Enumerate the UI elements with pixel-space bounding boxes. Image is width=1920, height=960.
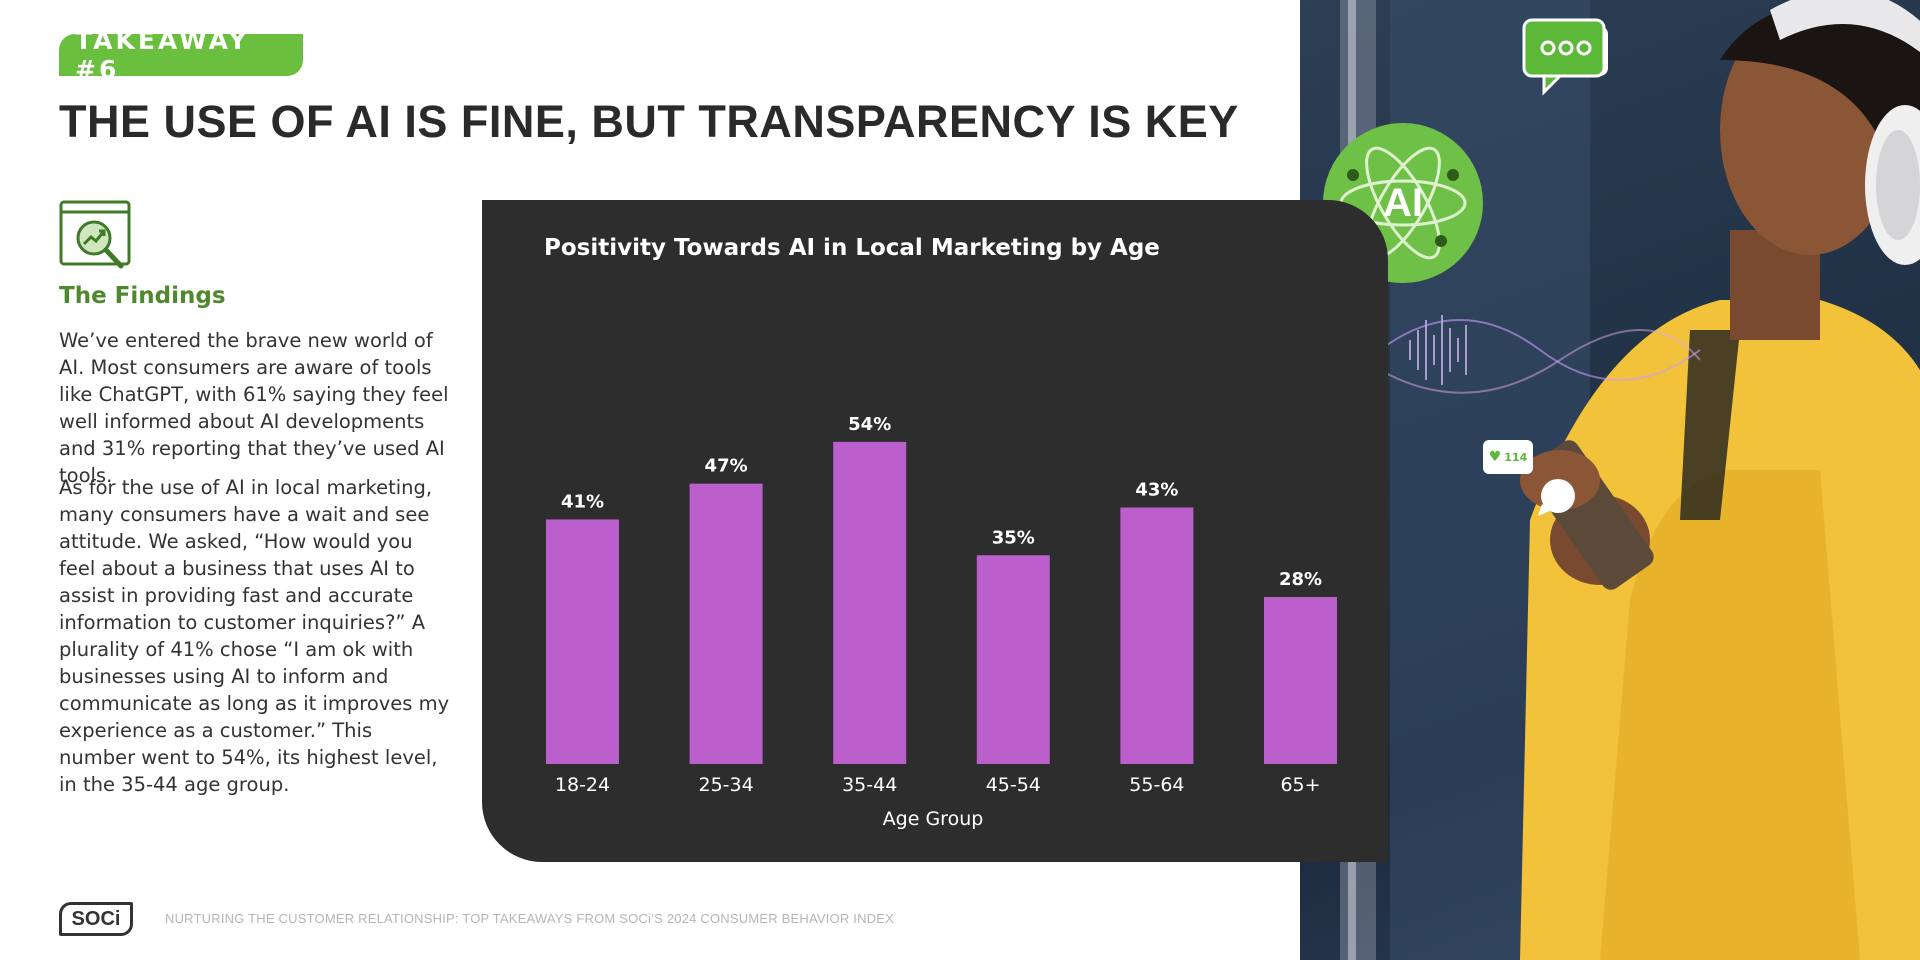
data-label-18-24: 41% (561, 491, 604, 512)
heart-like-icon: ♥ 114 (1483, 440, 1533, 474)
data-label-45-54: 35% (992, 527, 1035, 548)
bar-25-34 (689, 483, 763, 764)
hero-photo: AI ♥ 114 (1300, 0, 1920, 960)
like-count: 114 (1504, 450, 1528, 464)
chat-bubble-icon (1522, 18, 1614, 110)
chart-title: Positivity Towards AI in Local Marketing… (544, 235, 1160, 261)
bar-18-24 (546, 519, 619, 764)
findings-title: The Findings (59, 283, 226, 309)
ai-badge-label: AI (1383, 180, 1423, 225)
data-label-65+: 28% (1279, 569, 1322, 590)
data-label-25-34: 47% (705, 456, 748, 477)
chart-card: Positivity Towards AI in Local Marketing… (482, 200, 1388, 862)
page-title: THE USE OF AI IS FINE, BUT TRANSPARENCY … (59, 96, 1239, 147)
x-tick-35-44: 35-44 (842, 774, 897, 796)
data-label-35-44: 54% (848, 414, 891, 435)
findings-paragraph-2: As for the use of AI in local marketing,… (59, 476, 450, 796)
bar-65+ (1264, 597, 1337, 764)
bar-chart: Positivity Towards AI in Local Marketing… (544, 235, 1337, 830)
x-tick-25-34: 25-34 (698, 774, 753, 796)
bar-55-64 (1120, 507, 1194, 764)
bar-35-44 (833, 441, 907, 764)
data-label-55-64: 43% (1135, 480, 1178, 501)
chart-magnifier-icon (59, 200, 131, 272)
soci-logo: SOCi (59, 902, 133, 936)
x-tick-18-24: 18-24 (555, 774, 610, 796)
x-tick-65+: 65+ (1280, 774, 1320, 796)
x-tick-45-54: 45-54 (986, 774, 1041, 796)
x-axis-label: Age Group (883, 808, 984, 830)
x-tick-55-64: 55-64 (1129, 774, 1184, 796)
speech-bubble-icon (1536, 478, 1576, 518)
bar-45-54 (976, 555, 1050, 764)
heart-glyph: ♥ (1488, 449, 1502, 465)
findings-paragraph-1: We’ve entered the brave new world of AI.… (59, 329, 449, 487)
takeaway-tag: TAKEAWAY #6 (59, 26, 303, 84)
footer-text: NURTURING THE CUSTOMER RELATIONSHIP: TOP… (165, 911, 894, 926)
